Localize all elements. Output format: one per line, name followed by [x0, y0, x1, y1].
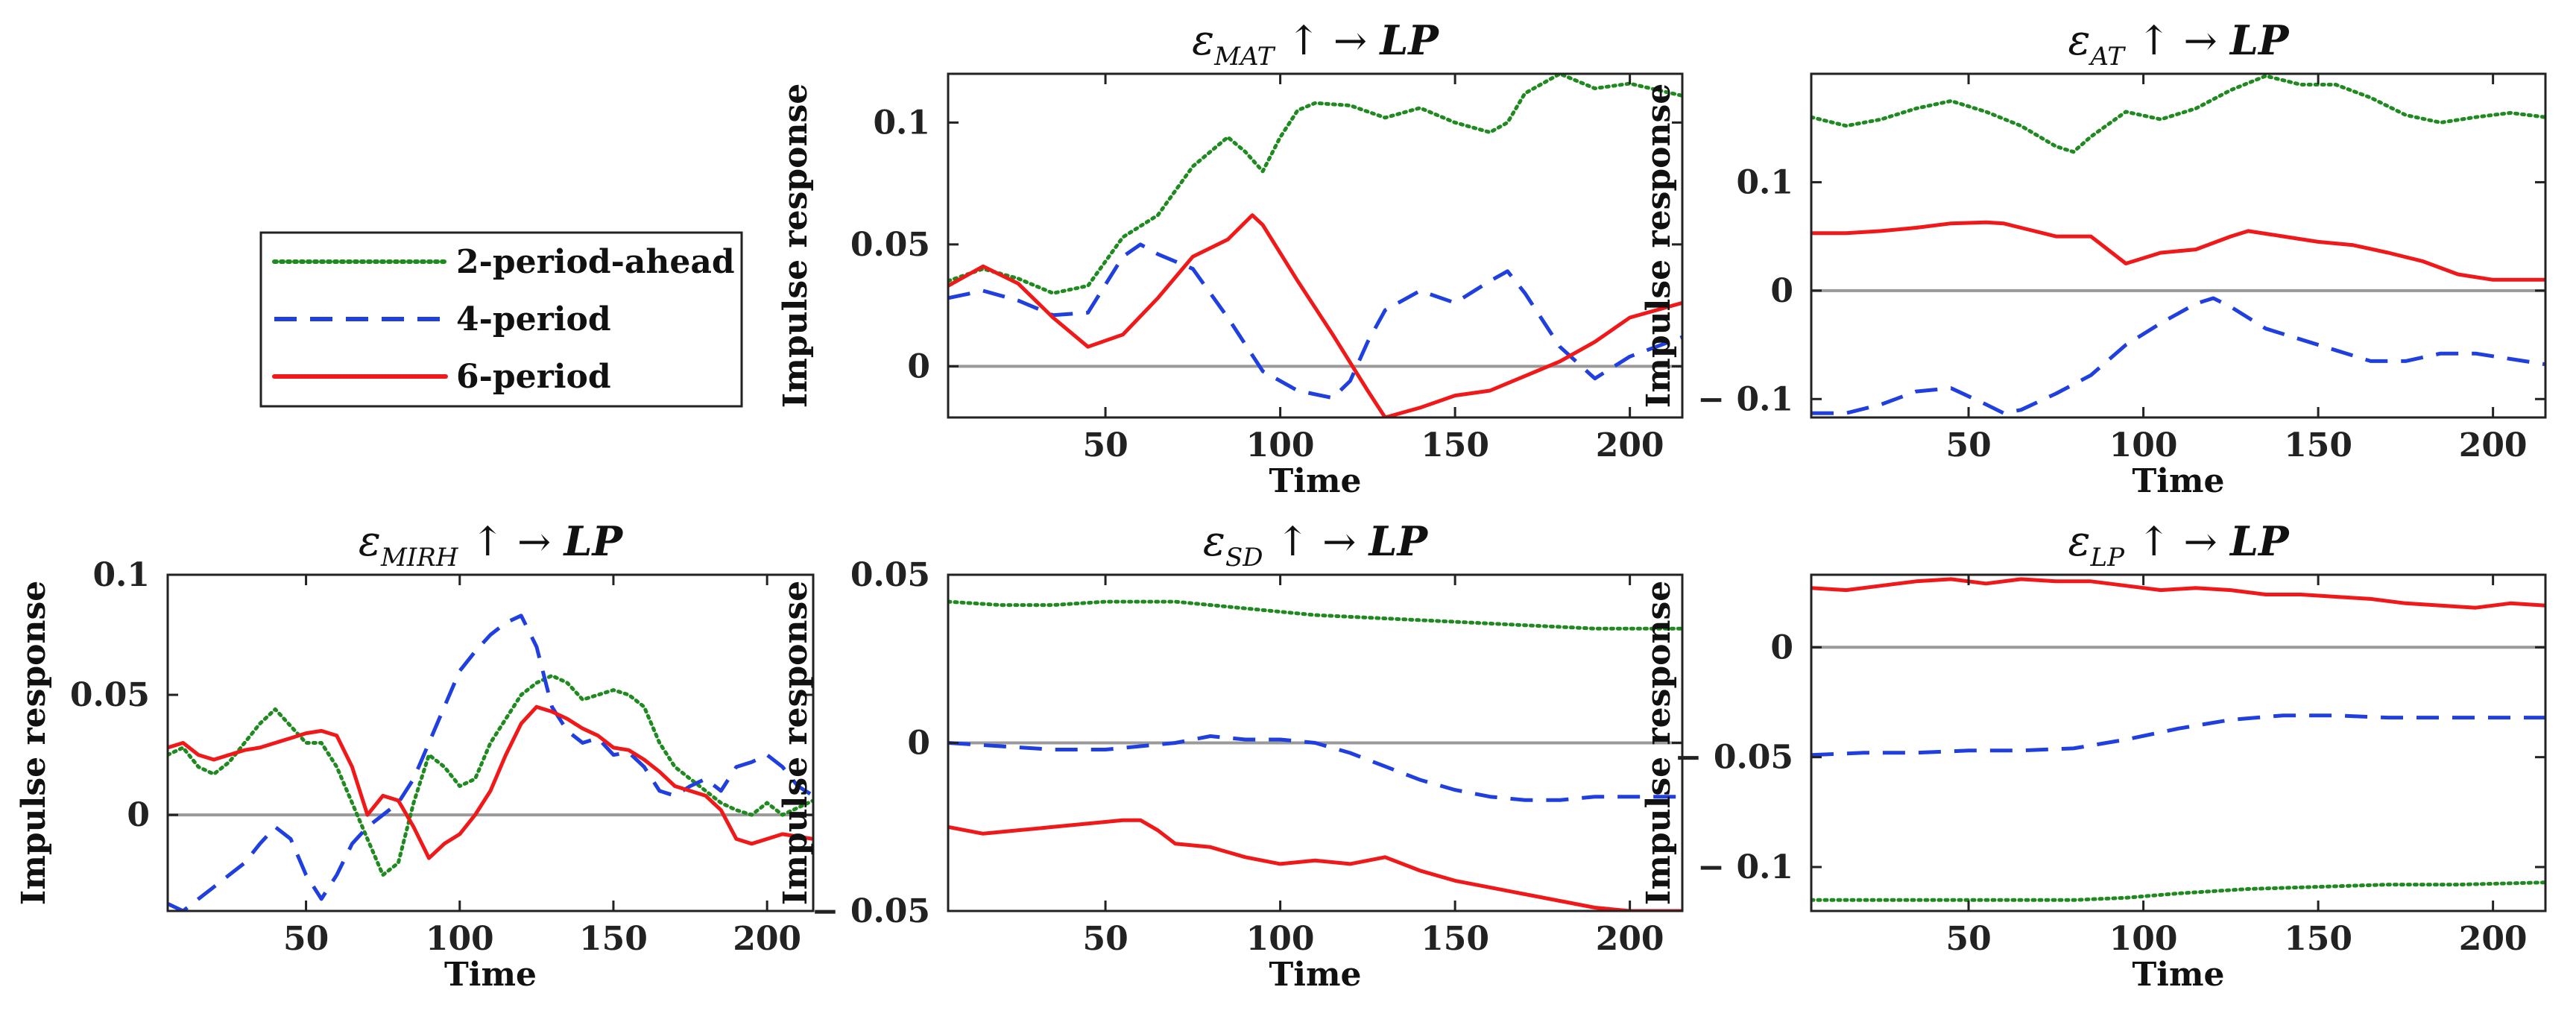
y-tick-label-0-05-lp: − 0.05 [1675, 739, 1793, 777]
y-axis-label-lp: Impulse response [1640, 581, 1678, 906]
legend: 2-period-ahead 4-period 6-period [259, 231, 743, 408]
series-4-period-mat [948, 242, 1682, 400]
legend-label-2-period-ahead: 2-period-ahead [456, 243, 735, 281]
chart-title-mirh: εMIRH ↑ → LP [359, 517, 624, 573]
y-tick-label-0-05-sd: − 0.05 [812, 892, 930, 930]
legend-label-4-period: 4-period [456, 300, 611, 338]
plot-frame-lp [1810, 573, 2547, 912]
x-tick-label-200-mat: 200 [1596, 426, 1664, 464]
x-tick-label-200-at: 200 [2459, 426, 2528, 464]
chart-title-at: εAT ↑ → LP [2068, 16, 2289, 72]
plot-frame-at [1810, 72, 2547, 419]
series-2-period-ahead-sd [948, 599, 1682, 631]
x-tick-label-150-at: 150 [2284, 426, 2352, 464]
plot-frame-mirh [166, 573, 815, 912]
series-2-period-ahead-mirh [168, 673, 813, 877]
chart-title-lp: εLP ↑ → LP [2068, 517, 2290, 573]
y-tick-label-0-1-mirh: 0.1 [92, 556, 150, 594]
plot-frame-mat [947, 72, 1684, 419]
x-axis-label-sd: Time [1269, 956, 1361, 994]
subplot-lp-to-lp: 50 100 150 200 − 0.1 − 0.05 0 Time Impulse respo… [1640, 517, 2547, 994]
x-tick-label-150-mat: 150 [1421, 426, 1489, 464]
y-tick-label-0-05-sd: 0.05 [850, 556, 930, 594]
x-tick-label-100-at: 100 [2109, 426, 2178, 464]
legend-label-6-period: 6-period [456, 358, 611, 396]
series-4-period-lp [1811, 713, 2545, 757]
series-6-period-mat [948, 213, 1682, 417]
y-axis-label-at: Impulse response [1640, 83, 1678, 409]
series-2-period-ahead-at [1811, 74, 2545, 154]
series-4-period-sd [948, 734, 1682, 802]
series-4-period-mirh [168, 614, 813, 911]
x-tick-label-50-sd: 50 [1082, 920, 1128, 958]
x-axis-label-mirh: Time [444, 956, 537, 994]
x-tick-label-150-mirh: 150 [579, 920, 648, 958]
y-tick-label-0-1-mat: 0.1 [873, 104, 930, 142]
legend-entry-4-period: 4-period [274, 300, 611, 338]
y-tick-label-0-1-lp: − 0.1 [1697, 848, 1793, 886]
y-tick-label-0-mat: 0 [907, 347, 930, 385]
y-tick-label-0-05-mirh: 0.05 [70, 676, 150, 714]
x-tick-label-100-mat: 100 [1246, 426, 1315, 464]
y-tick-label-0-1-at: − 0.1 [1697, 380, 1793, 418]
y-axis-label-mirh: Impulse response [15, 581, 53, 906]
y-tick-label-0-05-mat: 0.05 [850, 226, 930, 264]
x-tick-label-50-at: 50 [1945, 426, 1991, 464]
series-4-period-at [1811, 296, 2545, 415]
y-tick-label-0-sd: 0 [907, 725, 930, 763]
subplot-at-to-lp: 50 100 150 200 − 0.1 0 0.1 Time Impulse response… [1640, 16, 2547, 500]
x-axis-label-mat: Time [1269, 462, 1361, 500]
x-tick-label-200-lp: 200 [2459, 920, 2528, 958]
x-tick-label-200-mirh: 200 [733, 920, 801, 958]
x-tick-label-50-mirh: 50 [283, 920, 329, 958]
x-axis-label-lp: Time [2132, 956, 2224, 994]
series-6-period-mirh [168, 704, 813, 860]
legend-entry-2-period-ahead: 2-period-ahead [272, 243, 735, 281]
subplot-sd-to-lp: 50 100 150 200 − 0.05 0 0.05 Time Impulse respon… [777, 517, 1684, 994]
y-axis-label-sd: Impulse response [777, 581, 815, 906]
subplot-mat-to-lp: 50 100 150 200 0 0.05 0.1 Time Impulse response ε… [777, 16, 1684, 500]
subplot-mirh-to-lp: 50 100 150 200 0 0.05 0.1 Time Impulse response ε… [15, 517, 815, 994]
series-2-period-ahead-lp [1811, 880, 2545, 902]
y-axis-label-mat: Impulse response [777, 83, 815, 409]
chart-title-sd: εSD ↑ → LP [1203, 517, 1429, 573]
x-tick-label-100-mirh: 100 [426, 920, 494, 958]
chart-title-mat: εMAT ↑ → LP [1192, 16, 1439, 72]
series-6-period-sd [948, 818, 1682, 911]
series-6-period-lp [1811, 577, 2545, 610]
x-tick-label-50-lp: 50 [1945, 920, 1991, 958]
series-6-period-at [1811, 220, 2545, 282]
x-tick-label-200-sd: 200 [1596, 920, 1664, 958]
y-tick-label-0-at: 0 [1770, 272, 1793, 310]
y-tick-label-0-lp: 0 [1770, 628, 1793, 666]
x-axis-label-at: Time [2132, 462, 2224, 500]
y-tick-label-0-mirh: 0 [127, 796, 150, 834]
legend-entry-6-period: 6-period [272, 358, 611, 396]
x-tick-label-100-lp: 100 [2109, 920, 2178, 958]
y-tick-label-0-1-at: 0.1 [1736, 163, 1793, 201]
x-tick-label-150-sd: 150 [1421, 920, 1489, 958]
x-tick-label-50-mat: 50 [1082, 426, 1128, 464]
x-tick-label-100-sd: 100 [1246, 920, 1315, 958]
x-tick-label-150-lp: 150 [2284, 920, 2352, 958]
series-2-period-ahead-mat [948, 74, 1682, 295]
